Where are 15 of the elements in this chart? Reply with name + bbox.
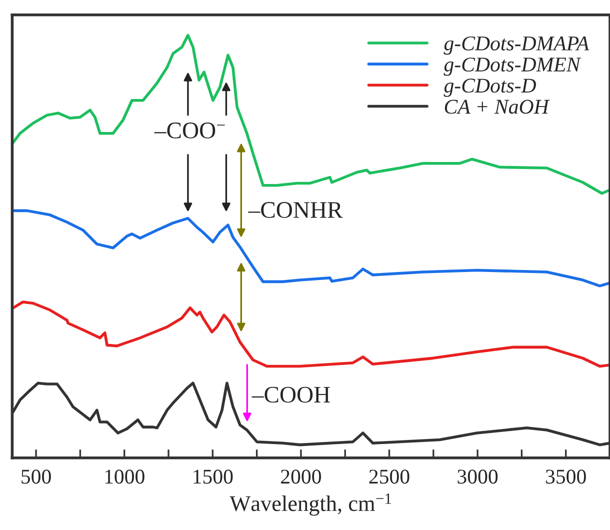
- x-tick-label: 500: [22, 470, 51, 484]
- legend-label: CA + NaOH: [444, 100, 550, 114]
- x-tick-label: 2000: [281, 470, 321, 484]
- x-tick-label: 2500: [369, 470, 410, 484]
- annotation: –COO$^{−}$: [154, 122, 225, 138]
- x-tick-label: 1000: [105, 470, 144, 484]
- x-axis-title: Wavelength, cm$^{−1}$: [230, 493, 392, 516]
- annotation: –COOH: [252, 386, 330, 403]
- annotation: –CONHR: [248, 202, 343, 218]
- legend-label: g-CDots-DMAPA: [444, 36, 590, 55]
- x-tick-label: 3500: [546, 470, 586, 484]
- legend-label: g-CDots-DMEN: [444, 58, 582, 76]
- x-tick-label: 3000: [458, 470, 498, 484]
- x-tick-label: 1500: [194, 470, 233, 484]
- legend-label: g-CDots-D: [444, 78, 536, 97]
